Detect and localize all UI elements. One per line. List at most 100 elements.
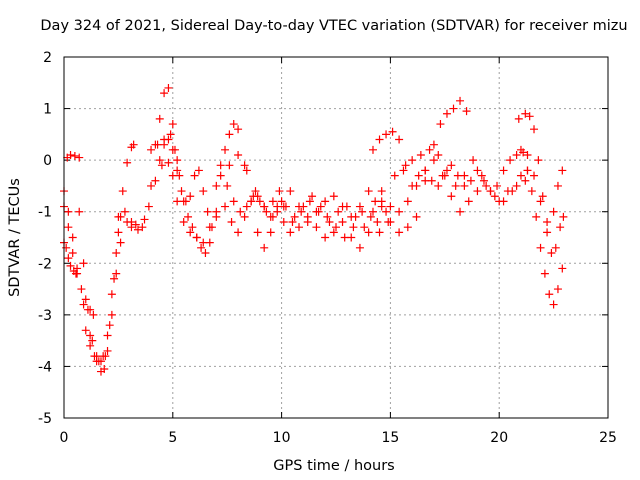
data-point bbox=[247, 197, 256, 206]
data-point bbox=[262, 207, 271, 216]
data-point bbox=[184, 212, 193, 221]
grid-lines bbox=[64, 57, 608, 418]
data-point bbox=[64, 254, 73, 263]
data-point bbox=[495, 197, 504, 206]
data-point bbox=[100, 365, 109, 374]
series-track-16 bbox=[377, 156, 532, 216]
data-point bbox=[227, 218, 236, 227]
data-point bbox=[395, 135, 404, 144]
data-point bbox=[512, 181, 521, 190]
data-point bbox=[506, 156, 515, 165]
y-tick-label: 2 bbox=[43, 50, 52, 66]
axis-ticks: 0 5 10 15 20 25 -5 -4 -3 -2 -1 0 1 2 bbox=[38, 50, 617, 446]
series-track-20 bbox=[523, 166, 567, 309]
data-point bbox=[205, 238, 214, 247]
data-point bbox=[395, 207, 404, 216]
data-point bbox=[229, 197, 238, 206]
data-point bbox=[358, 207, 367, 216]
data-point bbox=[321, 233, 330, 242]
data-point bbox=[332, 223, 340, 232]
data-point bbox=[523, 150, 532, 159]
data-point bbox=[329, 228, 338, 237]
data-point bbox=[534, 156, 543, 165]
data-point bbox=[386, 218, 395, 227]
x-tick-label: 5 bbox=[168, 430, 177, 446]
data-point bbox=[482, 181, 491, 190]
data-point bbox=[412, 181, 421, 190]
data-point bbox=[83, 305, 92, 314]
data-point bbox=[75, 153, 84, 162]
data-point bbox=[447, 192, 456, 201]
data-point bbox=[234, 228, 243, 237]
data-point bbox=[212, 181, 221, 190]
data-point bbox=[334, 207, 343, 216]
data-point bbox=[466, 176, 475, 185]
data-point bbox=[442, 109, 451, 118]
data-point bbox=[223, 181, 232, 190]
data-point bbox=[105, 321, 114, 330]
data-point bbox=[364, 228, 373, 237]
y-tick-label: -4 bbox=[38, 359, 52, 375]
series-track-10 bbox=[155, 135, 221, 232]
data-point bbox=[364, 187, 373, 196]
data-point bbox=[181, 197, 190, 206]
data-point bbox=[538, 192, 547, 201]
data-point bbox=[197, 243, 206, 252]
data-point bbox=[473, 166, 482, 175]
data-point bbox=[553, 285, 562, 294]
data-point bbox=[62, 243, 71, 252]
data-point bbox=[155, 156, 164, 165]
series-track-19 bbox=[514, 109, 568, 257]
data-point bbox=[79, 259, 88, 268]
series-track-4 bbox=[63, 150, 84, 162]
data-point bbox=[216, 161, 225, 170]
data-point bbox=[79, 300, 88, 309]
data-point bbox=[116, 238, 125, 247]
series-track-5 bbox=[75, 140, 138, 366]
data-point bbox=[168, 120, 177, 129]
data-point bbox=[532, 212, 541, 221]
data-point bbox=[377, 202, 386, 211]
data-point bbox=[549, 300, 558, 309]
data-point bbox=[451, 181, 460, 190]
data-point bbox=[416, 150, 425, 159]
data-point bbox=[421, 176, 430, 185]
data-point bbox=[371, 197, 380, 206]
series-track-21 bbox=[516, 145, 567, 227]
data-point bbox=[201, 248, 210, 257]
data-point bbox=[177, 187, 186, 196]
data-point bbox=[173, 166, 182, 175]
data-point bbox=[86, 331, 95, 340]
data-point bbox=[75, 207, 84, 216]
data-point bbox=[551, 243, 560, 252]
data-point bbox=[521, 176, 530, 185]
data-point bbox=[434, 150, 443, 159]
data-point bbox=[536, 243, 545, 252]
y-tick-label: -5 bbox=[38, 411, 52, 427]
data-point bbox=[312, 207, 321, 216]
data-point bbox=[240, 212, 249, 221]
data-point bbox=[110, 274, 119, 283]
data-point bbox=[186, 228, 195, 237]
data-point bbox=[408, 156, 417, 165]
y-tick-label: -3 bbox=[38, 308, 52, 324]
data-point bbox=[493, 181, 502, 190]
series-track-14 bbox=[225, 150, 386, 227]
data-point bbox=[559, 212, 568, 221]
data-point bbox=[81, 326, 90, 335]
data-point bbox=[438, 171, 447, 180]
data-point bbox=[297, 207, 306, 216]
series-track-12 bbox=[216, 171, 386, 232]
data-point bbox=[425, 145, 434, 154]
data-point bbox=[514, 114, 523, 123]
data-point bbox=[305, 197, 314, 206]
data-point bbox=[429, 140, 438, 149]
data-point bbox=[236, 207, 245, 216]
data-point bbox=[151, 176, 160, 185]
data-point bbox=[68, 233, 77, 242]
data-point bbox=[527, 187, 536, 196]
data-point bbox=[147, 181, 156, 190]
data-point bbox=[160, 140, 169, 149]
data-point bbox=[242, 166, 251, 175]
x-tick-label: 15 bbox=[381, 430, 399, 446]
